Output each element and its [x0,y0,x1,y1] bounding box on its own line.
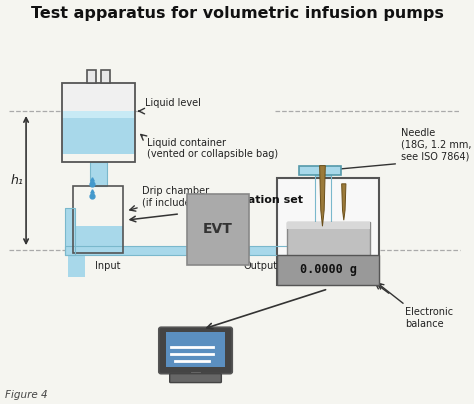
Bar [101,70,110,83]
Bar [90,162,107,186]
Bar [90,162,107,186]
Bar [249,246,320,255]
Bar [65,208,75,255]
FancyBboxPatch shape [190,371,201,377]
Text: Liquid level: Liquid level [145,98,201,108]
Text: Electronic
balance: Electronic balance [405,307,454,328]
Bar [277,255,379,285]
Bar [249,246,320,255]
Text: Drip chamber
(if included): Drip chamber (if included) [142,185,210,207]
Bar [187,194,249,265]
Bar [315,172,330,246]
Bar [287,222,370,229]
Text: Liquid container
(vented or collapsible bag): Liquid container (vented or collapsible … [147,138,278,159]
Bar [87,70,96,83]
Bar [287,222,370,257]
Polygon shape [342,184,346,220]
FancyBboxPatch shape [159,327,232,374]
Bar [277,178,379,285]
Text: 0.0000 g: 0.0000 g [300,263,357,276]
Bar [62,83,135,162]
Bar [299,166,341,175]
Text: Output: Output [244,261,278,271]
Text: Administration set: Administration set [187,195,303,205]
Bar [68,255,85,277]
Bar [73,226,123,252]
Polygon shape [319,166,325,226]
Bar [315,172,330,246]
Text: Needle
(18G, 1.2 mm,
see ISO 7864): Needle (18G, 1.2 mm, see ISO 7864) [401,128,471,162]
Text: h₁: h₁ [10,174,23,187]
Bar [62,111,135,118]
Bar [65,208,75,255]
Text: Figure 4: Figure 4 [5,390,47,400]
Text: Input: Input [95,261,120,271]
Bar [73,186,123,252]
Bar [65,246,187,255]
FancyBboxPatch shape [170,374,221,383]
Bar [65,246,187,255]
Bar [62,111,135,154]
Text: EVT: EVT [203,222,233,236]
Bar [62,83,135,111]
Text: Test apparatus for volumetric infusion pumps: Test apparatus for volumetric infusion p… [30,6,444,21]
Bar [166,332,225,367]
